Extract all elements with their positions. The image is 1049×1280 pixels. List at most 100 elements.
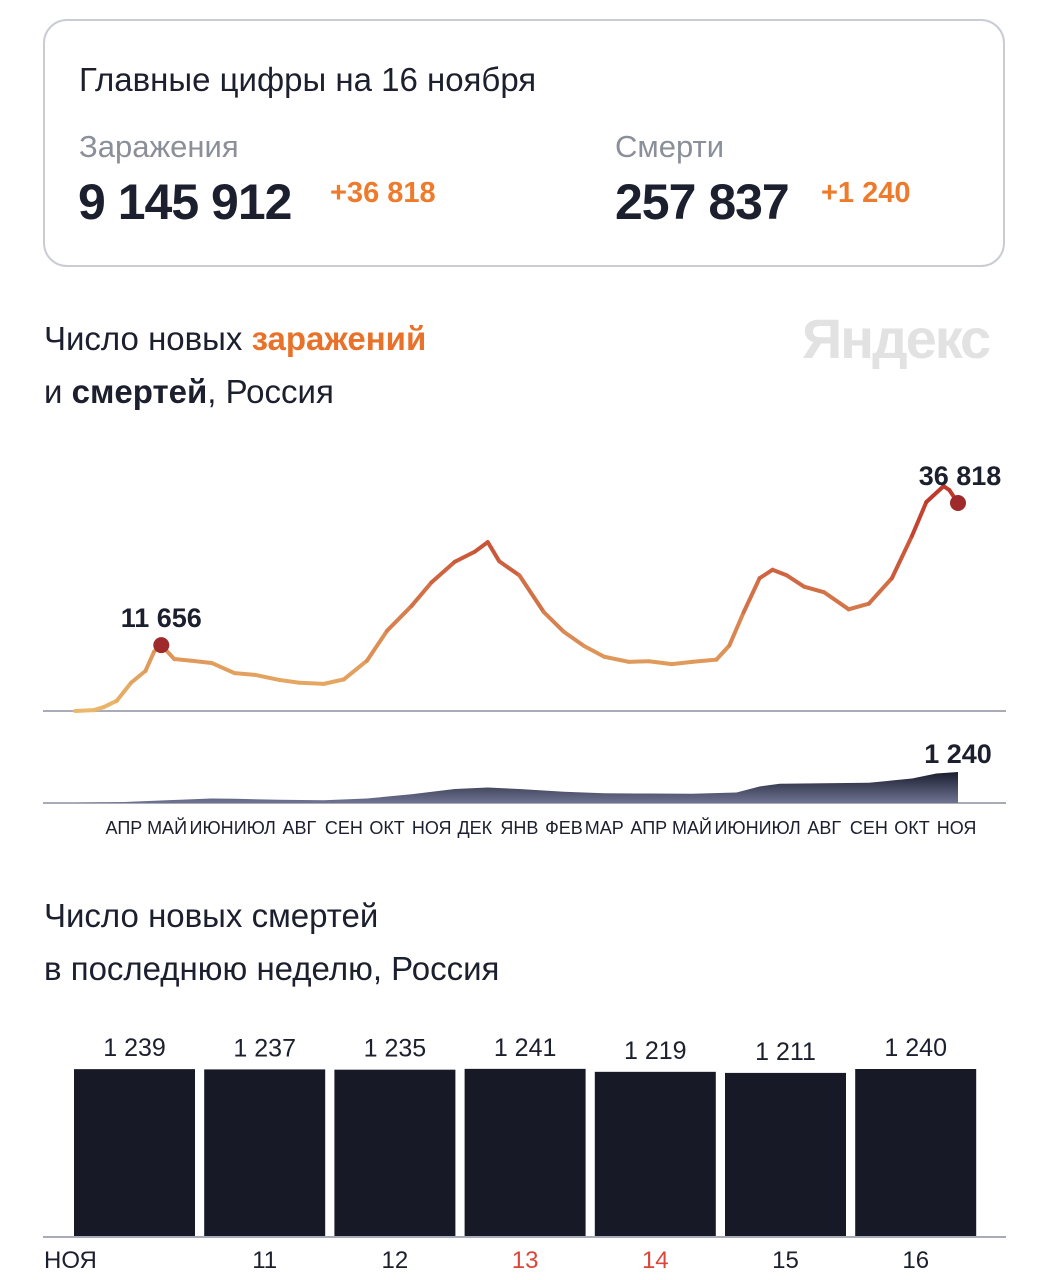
month-tick-label: НОЯ	[412, 818, 452, 838]
infections-line-segment	[485, 540, 502, 564]
bar-value-label: 1 235	[364, 1035, 427, 1063]
infections-marker	[153, 637, 170, 654]
bar-value-label: 1 211	[755, 1038, 816, 1066]
deaths-data-label: 1 240	[924, 739, 992, 769]
bar-day-label: 14	[642, 1247, 669, 1274]
infections-line-segment	[924, 484, 946, 504]
infections-line-segment	[866, 576, 894, 606]
infections-line-segment	[452, 549, 477, 564]
bar-value-label: 1 219	[624, 1037, 687, 1065]
infections-line-segment	[429, 559, 457, 585]
month-tick-label: ИЮЛ	[234, 818, 276, 838]
death-bar	[464, 1068, 586, 1236]
month-tick-label: СЕН	[325, 818, 363, 838]
line-chart-title: Число новых заражений и смертей, Россия	[44, 312, 426, 418]
infections-line-segment	[784, 573, 807, 589]
deaths-label: Смерти	[615, 129, 725, 164]
month-tick-label: НОЯ	[937, 818, 977, 838]
month-tick-label: ИЮЛ	[759, 818, 801, 838]
infections-line-segment	[364, 628, 390, 663]
infections-line-segment	[770, 567, 789, 578]
infections-line-segment	[517, 573, 546, 615]
deaths-delta: +1 240	[821, 177, 911, 209]
month-tick-label: ДЕК	[457, 818, 492, 838]
summary-card: Главные цифры на 16 ноября Заражения 9 1…	[43, 19, 1005, 267]
infections-delta: +36 818	[330, 177, 436, 209]
infections-line-segment	[172, 657, 194, 663]
infections-line-segment	[189, 658, 214, 665]
infections-label: Заражения	[79, 129, 239, 164]
infections-line-segment	[541, 610, 566, 634]
infections-line-segment	[232, 671, 257, 677]
yandex-logo: Яндекс	[802, 307, 991, 370]
bar-title-line1: Число новых смертей	[44, 897, 379, 934]
month-tick-label: МАЙ	[672, 817, 712, 838]
infections-line-segment	[582, 644, 607, 659]
infections-line-segment	[802, 584, 827, 595]
month-tick-label: ИЮН	[190, 818, 234, 838]
bar-day-label: 12	[382, 1247, 409, 1274]
bar-title-line2: в последнюю неделю, Россия	[44, 950, 500, 987]
infections-data-label: 11 656	[121, 603, 202, 633]
month-tick-label: АВГ	[282, 818, 316, 838]
infections-line-segment	[561, 629, 587, 649]
infections-line-segment	[321, 677, 346, 686]
infections-marker	[950, 495, 966, 511]
bar-value-label: 1 237	[233, 1034, 296, 1062]
infections-line-segment	[143, 649, 157, 673]
infections-line-segment	[277, 677, 302, 685]
month-tick-label: ОКТ	[894, 818, 929, 838]
infections-data-label: 36 818	[919, 461, 1002, 491]
infections-line-segment	[497, 559, 522, 578]
infections-line-segment	[209, 660, 237, 676]
bar-day-label: 15	[772, 1247, 799, 1274]
death-bar	[74, 1069, 195, 1236]
bar-day-label: 11	[252, 1247, 277, 1274]
bar-value-label: 1 241	[494, 1034, 557, 1062]
infections-total: 9 145 912	[78, 174, 292, 230]
title-line2-pre: и	[44, 373, 72, 410]
infections-line-segment	[602, 654, 631, 664]
bar-day-label: 16	[902, 1247, 929, 1274]
bar-value-label: 1 239	[103, 1034, 166, 1062]
title-pre: Число новых	[44, 320, 252, 357]
title-deaths: смертей	[71, 373, 208, 410]
bar-chart-title: Число новых смертей в последнюю неделю, …	[44, 889, 499, 995]
infections-line-segment	[114, 680, 134, 703]
deaths-total: 257 837	[615, 174, 790, 230]
month-tick-label: МАР	[585, 818, 624, 838]
deaths-area	[75, 772, 958, 803]
bar-day-label: 13	[512, 1247, 539, 1274]
summary-title: Главные цифры на 16 ноября	[79, 61, 537, 98]
infections-line-segment	[409, 580, 434, 608]
infections-line-segment	[757, 567, 775, 581]
infections-line-segment	[73, 708, 96, 713]
month-tick-label: АВГ	[807, 818, 841, 838]
infections-line-segment	[846, 601, 871, 612]
title-infections: заражений	[251, 320, 427, 357]
infections-line-segment	[714, 643, 732, 662]
infections-line-segment	[689, 657, 719, 664]
bar-value-label: 1 240	[884, 1034, 947, 1062]
infections-line-segment	[129, 668, 148, 685]
month-tick-label: АПР	[630, 818, 667, 838]
infections-line-segment	[385, 603, 414, 633]
infections-line-segment	[472, 540, 490, 554]
death-bar	[334, 1069, 456, 1236]
month-tick-label: ОКТ	[369, 818, 404, 838]
infections-line-segment	[626, 659, 651, 664]
month-tick-label: МАЙ	[147, 817, 187, 838]
month-tick-label: АПР	[106, 818, 143, 838]
infections-line-segment	[741, 576, 762, 615]
month-tick-label: ЯНВ	[500, 818, 538, 838]
infections-line-segment	[646, 659, 674, 667]
infections-line-segment	[252, 672, 282, 682]
month-tick-label: ФЕВ	[545, 818, 583, 838]
infections-line-segment	[101, 698, 119, 710]
death-bar	[855, 1069, 977, 1236]
month-tick-label: ИЮН	[714, 818, 758, 838]
infections-line-segment	[341, 658, 369, 682]
infections-line-segment	[822, 590, 851, 612]
month-tick-label: СЕН	[850, 818, 888, 838]
